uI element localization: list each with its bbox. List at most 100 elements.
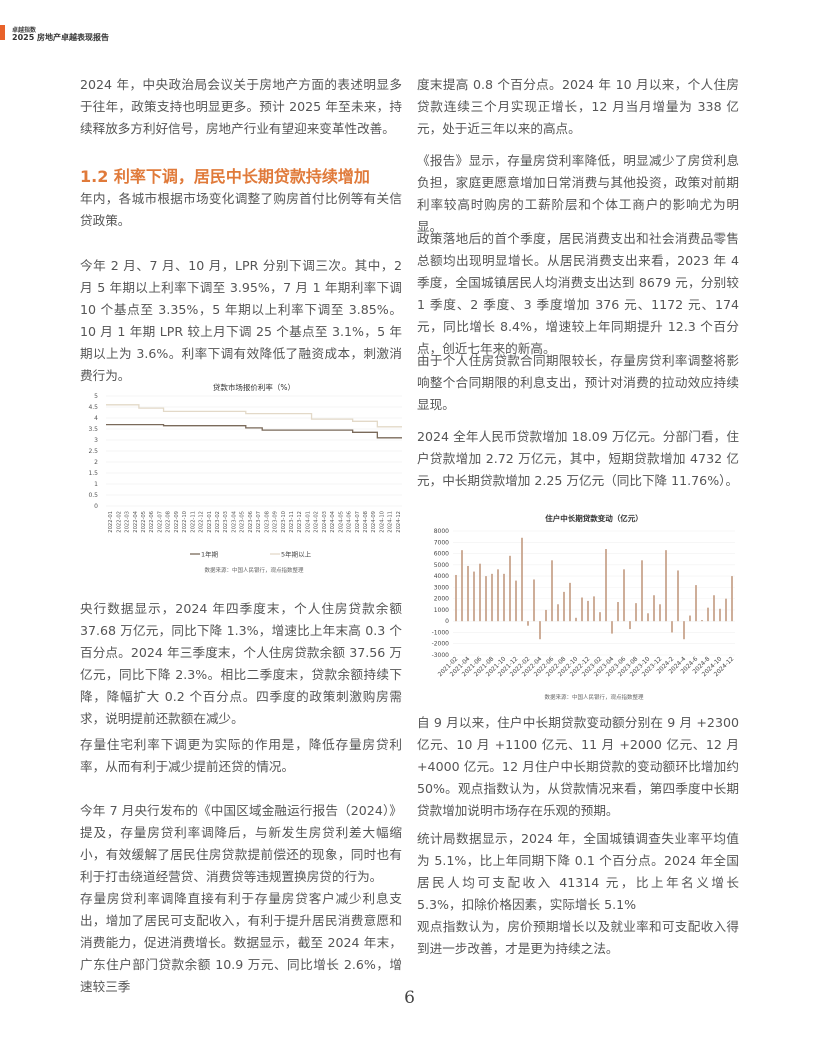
x-tick-label: 2024-09	[371, 511, 377, 533]
x-tick-label: 2023-04	[231, 510, 237, 532]
x-tick-label: 2024-11	[388, 511, 394, 533]
header-title: 2025 房地产卓越表现报告	[12, 33, 110, 42]
x-tick-label: 2023-01	[207, 511, 213, 533]
bar	[473, 571, 475, 622]
bar	[485, 576, 487, 622]
bar	[587, 600, 589, 622]
y-tick-label: 0	[94, 503, 98, 510]
paragraph: 存量房贷利率调降直接有利于存量房贷客户减少利息支出，增加了居民可支配收入，有利于…	[80, 891, 402, 994]
bar	[497, 569, 499, 622]
x-tick-label: 2024-05	[338, 511, 344, 533]
x-tick-label: 2023-07	[256, 511, 262, 533]
paragraph: 今年 2 月、7 月、10 月，LPR 分别下调三次。其中，2 月 5 年期以上…	[80, 258, 402, 383]
paragraph: 由于个人住房贷款合同期限较长，存量房贷利率调整将影响整个合同期限的利息支出，预计…	[417, 353, 739, 412]
bar	[611, 621, 613, 634]
bar	[671, 621, 673, 633]
header-brand: 卓越指数	[12, 27, 37, 34]
bar	[635, 603, 637, 622]
x-tick-label: 2022-10	[182, 511, 188, 533]
section-heading: 1.2 利率下调，居民中长期贷款持续增加	[80, 167, 370, 186]
bar	[629, 621, 631, 630]
bar	[533, 579, 535, 622]
bar	[701, 620, 703, 622]
x-tick-label: 2023-06	[248, 511, 254, 533]
bar	[593, 596, 595, 622]
household-loan-bar-chart: 住户中长期贷款变动（亿元） -3000 -2000 -1000 0 1000 2000 300…	[432, 513, 736, 701]
bar	[575, 617, 577, 622]
x-tick-label: 2022-02	[116, 511, 122, 533]
bar	[659, 604, 661, 622]
y-tick-label: 2	[94, 459, 98, 466]
y-tick-label: 1	[94, 481, 98, 488]
bar	[515, 580, 517, 622]
x-tick-label: 2022-01	[108, 511, 114, 533]
bar	[653, 595, 655, 622]
legend-label: 1年期	[201, 550, 219, 559]
y-tick-label: 5000	[434, 562, 449, 569]
x-tick-label: 2024-01	[305, 511, 311, 533]
x-tick-label: 2023-12	[297, 511, 303, 533]
bar	[689, 615, 691, 622]
bar	[479, 563, 481, 622]
x-tick-label: 2024-07	[355, 511, 361, 533]
bar	[665, 550, 667, 622]
bar	[503, 573, 505, 622]
paragraph: 存量住宅利率下调更为实际的作用是，降低存量房贷利率，从而有利于减少提前还贷的情况…	[80, 737, 402, 774]
bar	[725, 598, 727, 622]
bar	[647, 613, 649, 622]
bar	[509, 555, 511, 622]
x-tick-label: 2022-12	[199, 511, 205, 533]
x-tick-label: 2022-07	[157, 511, 163, 533]
bar	[527, 621, 529, 626]
y-tick-label: 1000	[434, 607, 449, 614]
x-tick-label: 2022-08	[166, 511, 172, 533]
series-line-5y	[106, 404, 402, 428]
chart-title: 住户中长期贷款变动（亿元）	[545, 513, 643, 523]
y-tick-label: 6000	[434, 551, 449, 558]
y-tick-label: -3000	[432, 652, 450, 659]
x-tick-label: 2024-03	[322, 511, 328, 533]
y-tick-label: 0	[445, 618, 449, 625]
paragraph: 《报告》显示，存量房贷利率降低，明显减少了房贷利息负担，家庭更愿意增加日常消费与…	[417, 153, 739, 234]
bar	[557, 604, 559, 622]
x-tick-label: 2024-12	[396, 511, 402, 533]
bar	[521, 537, 523, 622]
y-tick-label: 2.5	[88, 448, 98, 455]
x-tick-label: 2024-06	[347, 511, 353, 533]
series-line-1y	[106, 423, 402, 439]
paragraph: 观点指数认为，房价预期增长以及就业率和可支配收入得到进一步改善，才是更为持续之法…	[417, 919, 739, 956]
bar	[599, 612, 601, 622]
x-tick-label: 2023-05	[240, 511, 246, 533]
x-tick-label: 2022-11	[190, 511, 196, 533]
x-tick-label: 2022-04	[133, 510, 139, 532]
x-tick-label: 2023-08	[264, 511, 270, 533]
bar	[455, 574, 457, 622]
paragraph: 2024 年，中央政治局会议关于房地产方面的表述明显多于往年，政策支持也明显更多…	[80, 77, 402, 136]
y-tick-label: 3000	[434, 584, 449, 591]
bar	[677, 570, 679, 622]
y-tick-label: 3	[94, 437, 98, 444]
y-tick-label: 7000	[434, 539, 449, 546]
y-tick-label: 3.5	[88, 426, 98, 433]
bar	[545, 609, 547, 622]
y-tick-label: 5	[94, 393, 98, 400]
x-tick-label: 2024-02	[314, 511, 320, 533]
bar	[551, 560, 553, 622]
x-tick-label: 2023-09	[273, 511, 279, 533]
bar	[617, 602, 619, 622]
x-tick-label: 2023-11	[289, 511, 295, 533]
x-tick-label: 2023-03	[223, 511, 229, 533]
y-tick-label: 0.5	[88, 492, 98, 499]
chart-source: 数据来源：中国人民银行，观点指数整理	[544, 693, 644, 701]
x-tick-label: 2024-08	[363, 511, 369, 533]
y-tick-label: 8000	[434, 528, 449, 535]
bar	[569, 582, 571, 622]
chart-title: 贷款市场报价利率（%）	[213, 382, 295, 392]
bar	[641, 560, 643, 622]
paragraph: 自 9 月以来，住户中长期贷款变动额分别在 9 月 +2300 亿元、10 月 …	[417, 715, 739, 818]
x-tick-label: 2024-04	[330, 510, 336, 532]
paragraph: 2024 全年人民币贷款增加 18.09 万亿元。分部门看，住户贷款增加 2.7…	[417, 429, 739, 488]
x-tick-label: 2022-03	[125, 511, 131, 533]
x-tick-label: 2022-09	[174, 511, 180, 533]
